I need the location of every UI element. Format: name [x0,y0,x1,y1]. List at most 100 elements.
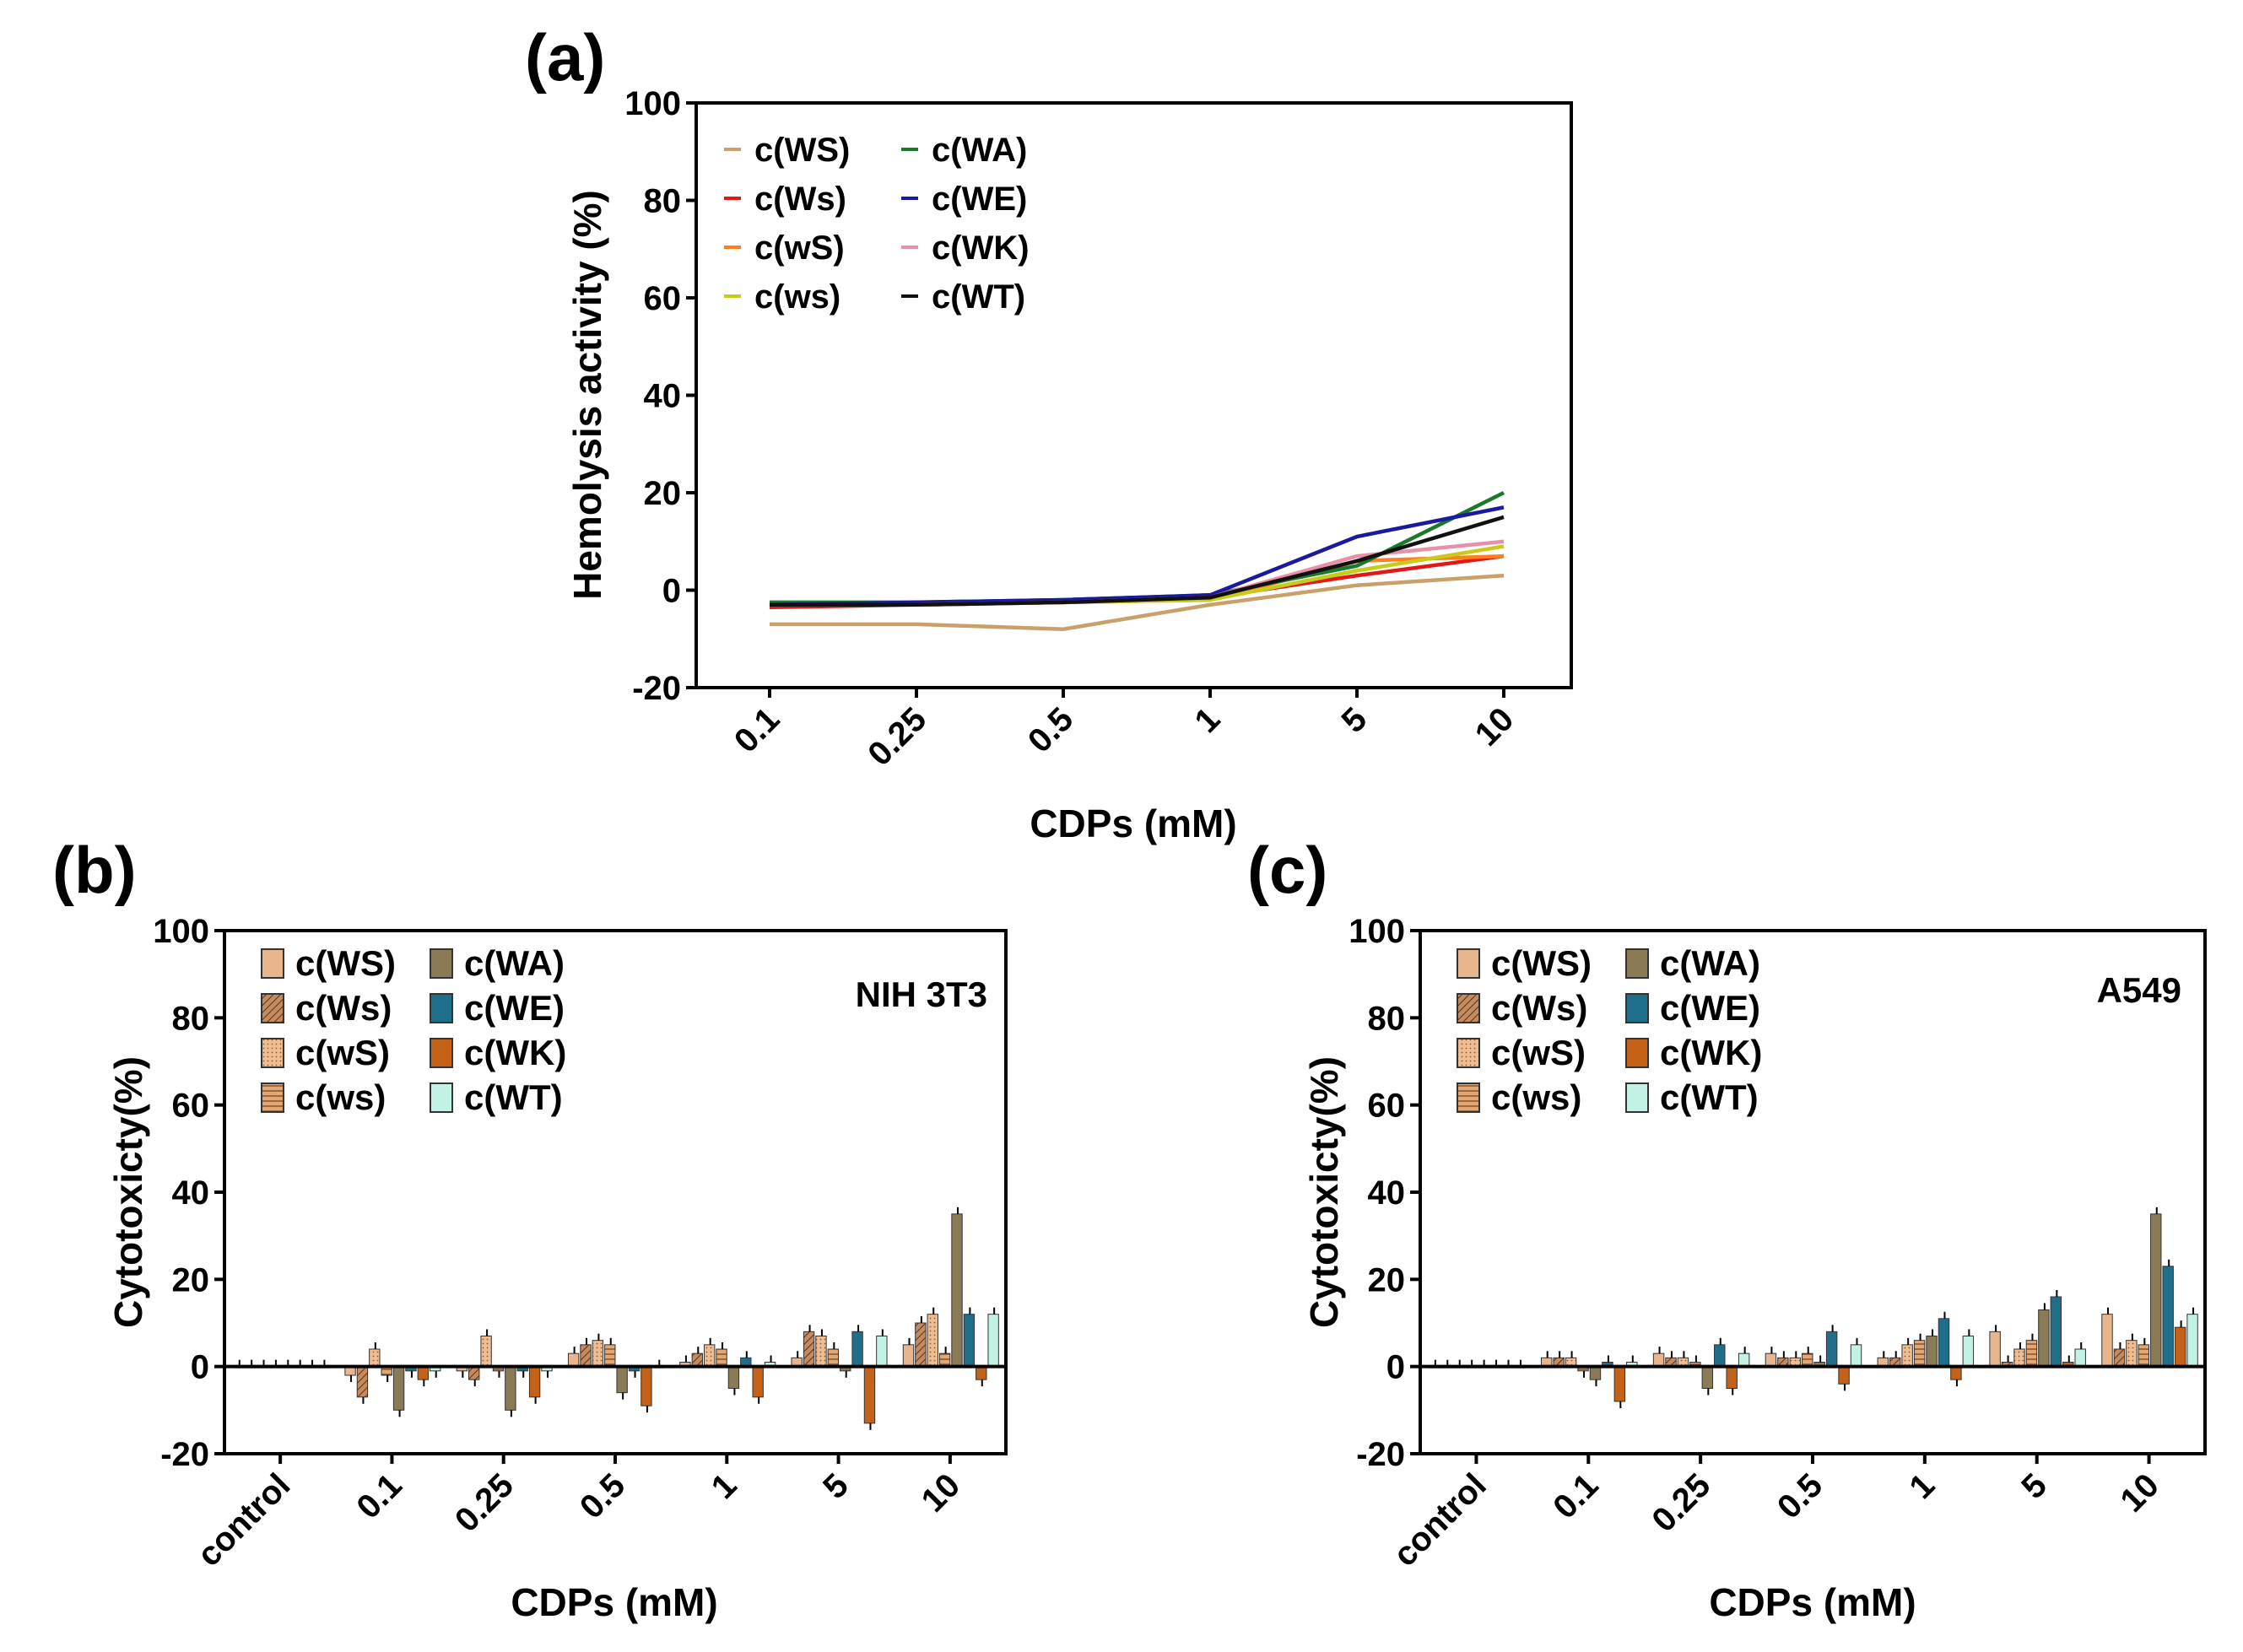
y-tick-label: 0 [662,573,681,610]
bar [2150,1213,2162,1368]
legend-swatch [1457,1082,1480,1113]
legend-swatch [1625,1038,1649,1068]
y-tick-label: 80 [644,183,682,220]
legend-label: c(wS) [754,229,845,267]
bar [927,1314,938,1368]
x-tick-label: 0.25 [861,700,933,773]
x-tick-label: 0.25 [448,1466,521,1539]
x-tick-label: 5 [2014,1466,2054,1506]
bar [691,1352,703,1368]
bar [2126,1340,2138,1368]
bar [480,1336,492,1368]
legend-label: c(Ws) [1491,988,1587,1028]
y-tick-label: 20 [1368,1261,1406,1298]
bar [1926,1336,1938,1368]
y-tick-label: -20 [1356,1436,1405,1473]
panel-c-label: (c) [1247,833,1327,907]
bar [827,1348,840,1368]
bar [1726,1366,1738,1389]
bar [815,1336,827,1368]
bar [2138,1344,2150,1368]
x-tick-label: 5 [816,1466,856,1506]
legend-label: c(WK) [1660,1033,1762,1072]
x-tick-label: 0.1 [1546,1466,1605,1525]
bar [1950,1366,1962,1380]
hemolysis-line-chart: -20 0 20 40 60 80 100 c(WS) c(Ws) c(wS) c(ws) c(WA… [565,85,1573,845]
bar [1825,1331,1838,1368]
bar [2013,1348,2025,1368]
legend-swatch [261,1082,284,1113]
panel-a-label: (a) [525,20,605,94]
y-tick-label: 20 [172,1261,210,1298]
x-axis-title: CDPs (mM) [1030,802,1236,845]
bar [727,1366,740,1389]
x-tick-label: 0.5 [573,1466,632,1525]
x-axis-title: CDPs (mM) [511,1580,717,1624]
bar [2038,1309,2050,1368]
bar [951,1213,963,1368]
bar [1838,1366,1850,1385]
legend-swatch [1625,1082,1649,1113]
legend-label: c(WA) [932,132,1027,169]
y-tick-label: -20 [632,670,681,707]
bar [1714,1344,1726,1368]
bar [1913,1340,1926,1368]
series-line [770,515,1505,607]
legend-label: c(ws) [295,1077,386,1117]
bar [417,1366,430,1380]
legend-swatch [430,948,453,979]
legend-swatch [1625,948,1649,979]
y-axis-title: Cytotoxicty(%) [1302,1056,1346,1328]
y-tick-label: 0 [1386,1349,1405,1386]
y-axis-title: Hemolysis activity (%) [565,190,609,600]
legend-label: c(WT) [932,278,1025,316]
legend-swatch [430,1038,453,1068]
y-axis-title: Cytotoxicty(%) [106,1056,150,1328]
bar [2186,1314,2198,1368]
bar [468,1366,480,1380]
legend-label: c(WA) [464,943,565,983]
legend-swatch [261,948,284,979]
legend-label: c(wS) [295,1033,390,1072]
legend-label: c(WK) [464,1033,566,1072]
legend-label: c(ws) [754,278,840,316]
y-tick-label: 40 [1368,1174,1406,1212]
bar [976,1366,987,1380]
bar [2050,1296,2062,1368]
x-tick-label: 10 [1468,700,1521,753]
bar [592,1340,604,1368]
a549-bar-chart: -20 0 20 40 60 80 100 c(WS) c(Ws) c(wS) c(ws) c(WA… [1302,913,2207,1624]
legend-swatch [1457,993,1480,1023]
bar [369,1348,381,1368]
bar [1738,1352,1750,1368]
x-tick-label: control [191,1466,298,1574]
cell-line-label: NIH 3T3 [856,974,987,1014]
legend-swatch [261,993,284,1023]
x-tick-label: 5 [1335,700,1375,740]
y-tick-label: 80 [1368,1000,1406,1037]
bar [716,1348,727,1368]
bar [1989,1331,2001,1368]
bar [2101,1314,2113,1368]
legend-swatch [430,993,453,1023]
bar [2113,1348,2126,1368]
legend-label: c(WT) [464,1077,563,1117]
x-tick-label: 1 [1902,1466,1942,1506]
y-tick-label: 40 [172,1174,210,1212]
bar [752,1366,764,1398]
bar [1765,1352,1777,1368]
x-tick-label: 0.5 [1770,1466,1830,1525]
bar [851,1331,863,1368]
x-tick-label: 1 [1188,700,1228,740]
x-tick-label: 10 [2113,1466,2166,1520]
y-tick-label: 60 [644,280,682,317]
legend-swatch [261,1038,284,1068]
nih3t3-bar-chart: -20 0 20 40 60 80 100 c(WS) c(Ws) c(wS) c(ws) c(WA… [106,913,1008,1624]
y-tick-label: 60 [172,1088,210,1125]
bar [876,1336,888,1368]
bar [604,1344,616,1368]
legend-swatch [1457,948,1480,979]
legend-label: c(WS) [295,943,396,983]
bar [863,1366,876,1424]
bar [938,1352,951,1368]
